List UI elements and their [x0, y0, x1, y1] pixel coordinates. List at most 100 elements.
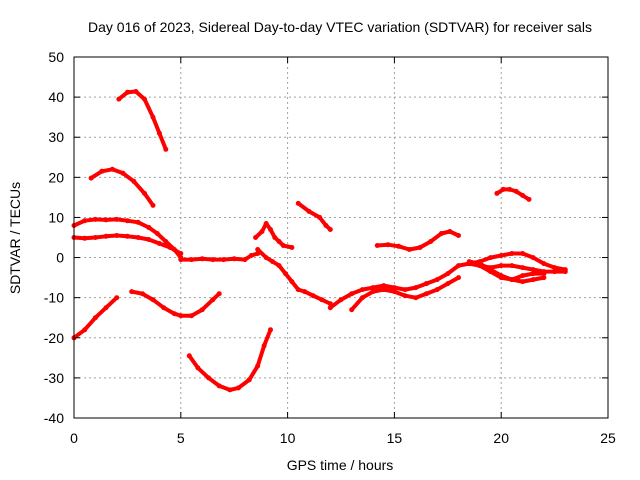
y-tick-label: 10 [48, 209, 64, 225]
data-point [552, 265, 558, 271]
y-tick-label: 50 [48, 49, 64, 65]
data-point [509, 251, 515, 256]
data-point [210, 297, 216, 303]
data-point [520, 251, 526, 256]
data-point [498, 253, 504, 258]
data-point [150, 114, 156, 120]
data-point [530, 267, 536, 273]
data-point [206, 375, 212, 381]
data-point [167, 245, 173, 250]
data-point [552, 269, 558, 275]
grid [74, 57, 608, 418]
data-point [385, 242, 391, 248]
data-point [520, 265, 526, 271]
data-point [124, 233, 130, 239]
data-point [231, 256, 237, 262]
data-point [509, 263, 515, 269]
data-point [295, 200, 301, 206]
data-point [135, 235, 141, 240]
data-point [99, 168, 105, 174]
data-point [236, 385, 241, 391]
data-point [520, 273, 526, 279]
data-point [477, 263, 483, 269]
data-point [541, 275, 547, 281]
data-point [116, 96, 122, 102]
data-point [306, 208, 312, 214]
data-point [283, 271, 288, 277]
data-point [466, 259, 472, 265]
data-point [327, 305, 333, 311]
data-point [133, 89, 139, 94]
data-point [323, 223, 329, 228]
data-point [359, 287, 365, 293]
data-point [139, 291, 145, 297]
y-tick-label: 0 [56, 250, 64, 266]
y-tick-label: 40 [48, 89, 64, 105]
data-point [520, 279, 526, 285]
data-point [402, 287, 408, 293]
data-point [402, 293, 408, 299]
data-point [210, 257, 216, 263]
data-point [526, 196, 532, 202]
data-point [310, 293, 316, 299]
data-point [199, 256, 205, 262]
data-point [189, 313, 194, 319]
data-point [255, 247, 261, 252]
data-point [92, 235, 98, 240]
data-point [248, 253, 254, 258]
data-point [498, 263, 504, 269]
data-point [445, 271, 451, 277]
data-point [178, 257, 184, 263]
data-point [171, 311, 177, 317]
data-point [103, 305, 109, 311]
data-point [417, 245, 423, 250]
data-point [189, 257, 194, 263]
data-point [520, 192, 526, 198]
data-point [370, 285, 376, 291]
data-point [216, 291, 222, 297]
data-point [319, 297, 325, 303]
data-point [541, 269, 547, 275]
data-point [423, 291, 429, 297]
data-point [423, 281, 429, 287]
data-point [289, 245, 295, 250]
data-point [114, 233, 120, 238]
data-point [280, 243, 286, 248]
data-point [156, 241, 162, 246]
data-point [259, 229, 265, 234]
data-point [338, 297, 344, 303]
x-tick-label: 0 [70, 430, 78, 446]
data-point [92, 216, 98, 222]
data-point [513, 188, 519, 194]
data-point [186, 353, 192, 359]
data-point [129, 289, 135, 295]
series-line-arc-13 [328, 281, 429, 310]
x-axis-label: GPS time / hours [287, 457, 394, 473]
data-point [82, 235, 88, 241]
data-point [509, 277, 515, 283]
data-point [263, 221, 269, 226]
data-point [276, 239, 282, 244]
data-point [317, 214, 323, 220]
data-point [142, 190, 147, 196]
x-tick-label: 25 [600, 430, 616, 446]
data-point [488, 255, 493, 261]
plot-frame [73, 56, 609, 419]
data-point [92, 315, 98, 321]
data-point [359, 295, 365, 301]
data-point [488, 265, 493, 271]
data-point [396, 243, 402, 249]
data-point [391, 289, 397, 295]
data-point [413, 285, 419, 291]
series-line-arc-17 [467, 251, 568, 272]
data-point [413, 295, 419, 301]
data-point [82, 327, 88, 333]
data-point [221, 257, 226, 263]
data-point [154, 231, 160, 236]
data-point [270, 259, 276, 265]
chart-title: Day 016 of 2023, Sidereal Day-to-day VTE… [88, 19, 592, 35]
data-point [114, 295, 120, 301]
data-point [178, 251, 184, 256]
data-point [124, 89, 130, 95]
data-point [120, 170, 126, 176]
